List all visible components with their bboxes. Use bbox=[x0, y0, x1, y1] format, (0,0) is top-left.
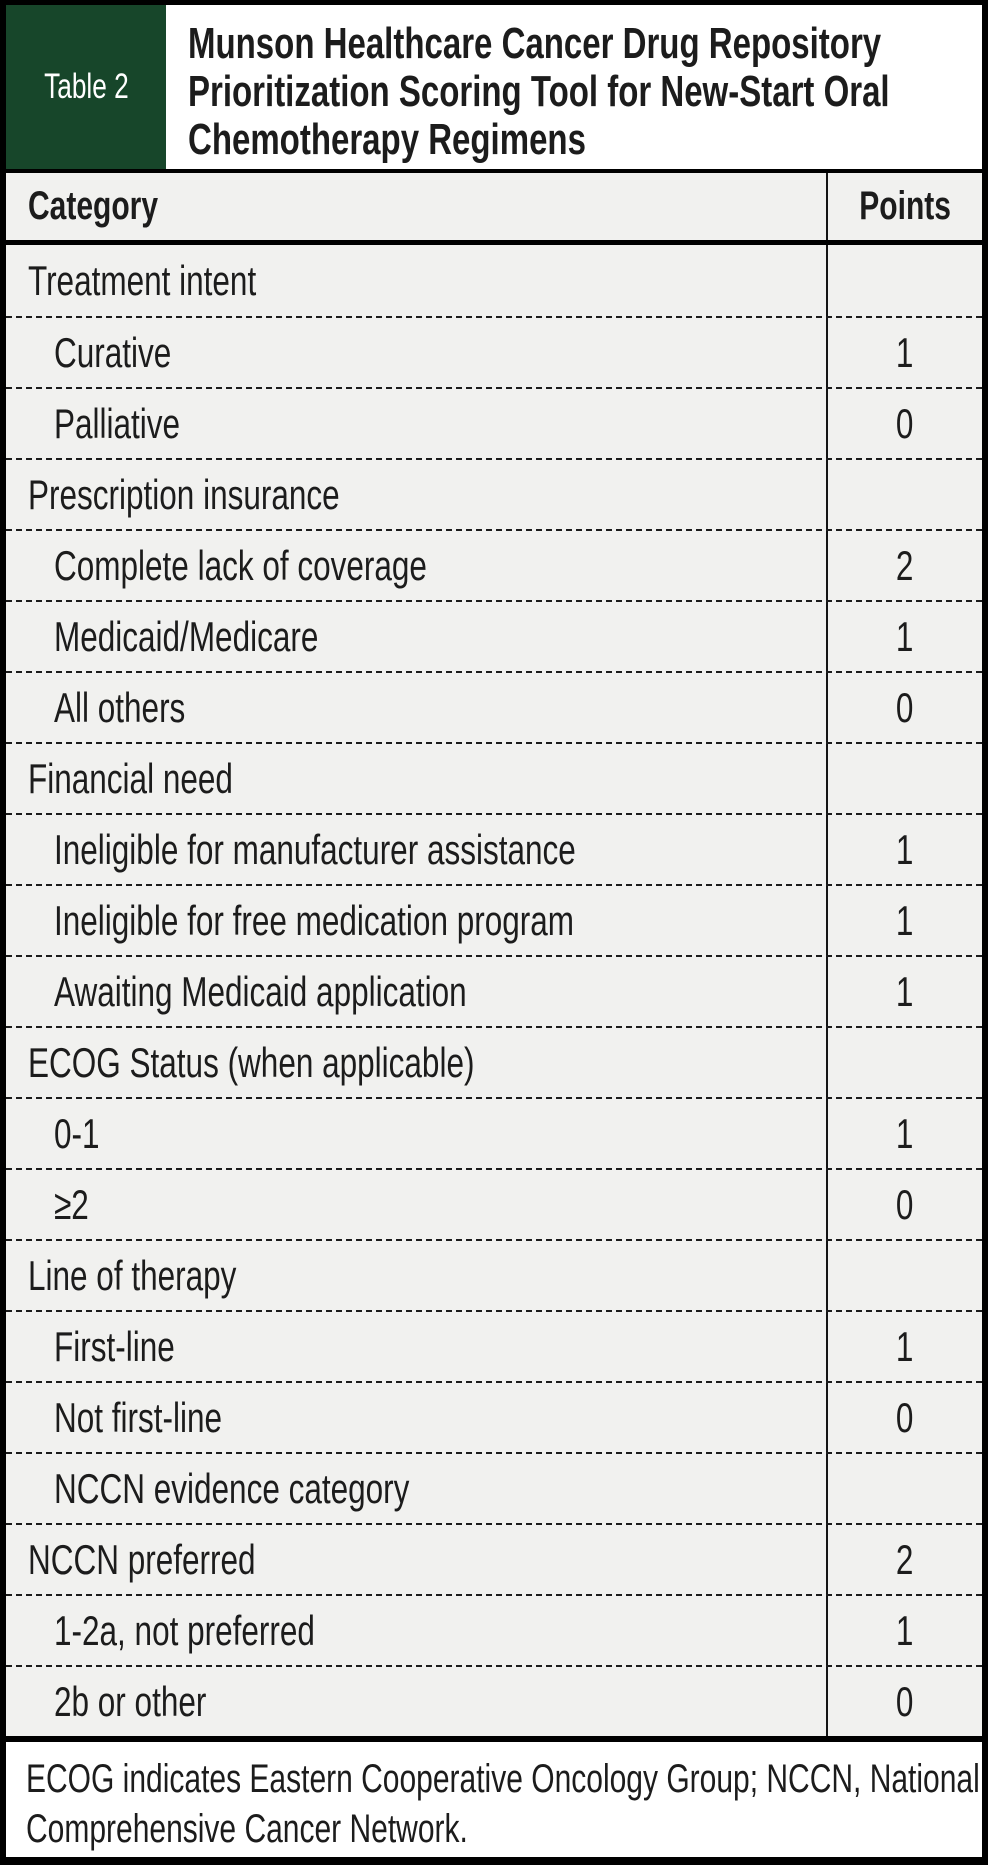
title-band: Table 2 Munson Healthcare Cancer Drug Re… bbox=[6, 5, 982, 173]
points-cell: 1 bbox=[826, 318, 982, 387]
category-cell: First-line bbox=[54, 1322, 175, 1370]
table-row-first-line: First-line 1 bbox=[6, 1310, 982, 1381]
category-cell: ≥2 bbox=[54, 1180, 89, 1228]
points-cell: 2 bbox=[826, 1525, 982, 1594]
points-column-header: Points bbox=[826, 173, 982, 240]
table-row-2b-or-other: 2b or other 0 bbox=[6, 1665, 982, 1736]
footnote-line-1: ECOG indicates Eastern Cooperative Oncol… bbox=[26, 1757, 980, 1801]
points-cell: 0 bbox=[826, 673, 982, 742]
table-row-prescription-insurance: Prescription insurance bbox=[6, 458, 982, 529]
table-row-complete-lack-of-coverage: Complete lack of coverage 2 bbox=[6, 529, 982, 600]
table-footnote: ECOG indicates Eastern Cooperative Oncol… bbox=[6, 1736, 982, 1857]
table-title-line-2: Prioritization Scoring Tool for New-Star… bbox=[188, 67, 890, 116]
category-cell: Financial need bbox=[28, 754, 233, 802]
category-cell: NCCN preferred bbox=[28, 1535, 256, 1583]
table-body: Treatment intent Curative 1 Palliative 0… bbox=[6, 245, 982, 1736]
category-column-header: Category bbox=[28, 184, 159, 228]
table-row-financial-need: Financial need bbox=[6, 742, 982, 813]
table-row-ecog-ge2: ≥2 0 bbox=[6, 1168, 982, 1239]
points-cell bbox=[826, 1028, 982, 1097]
category-cell: Awaiting Medicaid application bbox=[54, 967, 467, 1015]
points-cell bbox=[826, 245, 982, 316]
points-cell: 0 bbox=[826, 1383, 982, 1452]
category-cell: Line of therapy bbox=[28, 1251, 237, 1299]
points-cell: 1 bbox=[826, 1099, 982, 1168]
category-cell: Complete lack of coverage bbox=[54, 541, 427, 589]
table-row-1-2a-not-preferred: 1-2a, not preferred 1 bbox=[6, 1594, 982, 1665]
points-cell: 1 bbox=[826, 886, 982, 955]
table-title-line-3: Chemotherapy Regimens bbox=[188, 115, 586, 164]
points-cell: 1 bbox=[826, 957, 982, 1026]
points-cell: 2 bbox=[826, 531, 982, 600]
table-title: Munson Healthcare Cancer Drug Repository… bbox=[166, 5, 982, 169]
category-cell: Ineligible for free medication program bbox=[54, 896, 575, 944]
points-cell bbox=[826, 744, 982, 813]
category-cell: Palliative bbox=[54, 399, 181, 447]
table-row-ineligible-manufacturer-assistance: Ineligible for manufacturer assistance 1 bbox=[6, 813, 982, 884]
table-row-ineligible-free-medication: Ineligible for free medication program 1 bbox=[6, 884, 982, 955]
table-title-line-1: Munson Healthcare Cancer Drug Repository bbox=[188, 19, 882, 68]
table-header-row: Category Points bbox=[6, 173, 982, 245]
table-row-palliative: Palliative 0 bbox=[6, 387, 982, 458]
points-cell: 1 bbox=[826, 1312, 982, 1381]
category-cell: Medicaid/Medicare bbox=[54, 612, 319, 660]
table-row-treatment-intent: Treatment intent bbox=[6, 245, 982, 316]
table-row-ecog-status: ECOG Status (when applicable) bbox=[6, 1026, 982, 1097]
category-cell: Not first-line bbox=[54, 1393, 223, 1441]
category-cell: ECOG Status (when applicable) bbox=[28, 1038, 475, 1086]
category-cell: Ineligible for manufacturer assistance bbox=[54, 825, 576, 873]
category-cell: All others bbox=[54, 683, 186, 731]
table-number-badge: Table 2 bbox=[6, 5, 166, 169]
category-cell: 2b or other bbox=[54, 1677, 207, 1725]
table-number-label: Table 2 bbox=[43, 67, 129, 106]
table-row-awaiting-medicaid-application: Awaiting Medicaid application 1 bbox=[6, 955, 982, 1026]
category-cell: Prescription insurance bbox=[28, 470, 340, 518]
table-row-nccn-evidence-category: NCCN evidence category bbox=[6, 1452, 982, 1523]
table-row-medicaid-medicare: Medicaid/Medicare 1 bbox=[6, 600, 982, 671]
category-cell: Curative bbox=[54, 328, 172, 376]
table-row-all-others: All others 0 bbox=[6, 671, 982, 742]
points-cell: 1 bbox=[826, 815, 982, 884]
points-cell: 0 bbox=[826, 1667, 982, 1736]
category-cell: 0-1 bbox=[54, 1109, 100, 1157]
points-cell bbox=[826, 460, 982, 529]
footnote-line-2: Comprehensive Cancer Network. bbox=[26, 1807, 468, 1851]
table-row-curative: Curative 1 bbox=[6, 316, 982, 387]
points-cell: 0 bbox=[826, 1170, 982, 1239]
table-row-line-of-therapy: Line of therapy bbox=[6, 1239, 982, 1310]
table-row-nccn-preferred: NCCN preferred 2 bbox=[6, 1523, 982, 1594]
table-row-ecog-0-1: 0-1 1 bbox=[6, 1097, 982, 1168]
table-row-not-first-line: Not first-line 0 bbox=[6, 1381, 982, 1452]
points-cell bbox=[826, 1241, 982, 1310]
points-cell bbox=[826, 1454, 982, 1523]
points-cell: 0 bbox=[826, 389, 982, 458]
category-cell: NCCN evidence category bbox=[54, 1464, 410, 1512]
category-cell: 1-2a, not preferred bbox=[54, 1606, 315, 1654]
points-cell: 1 bbox=[826, 1596, 982, 1665]
points-cell: 1 bbox=[826, 602, 982, 671]
category-cell: Treatment intent bbox=[28, 256, 257, 304]
